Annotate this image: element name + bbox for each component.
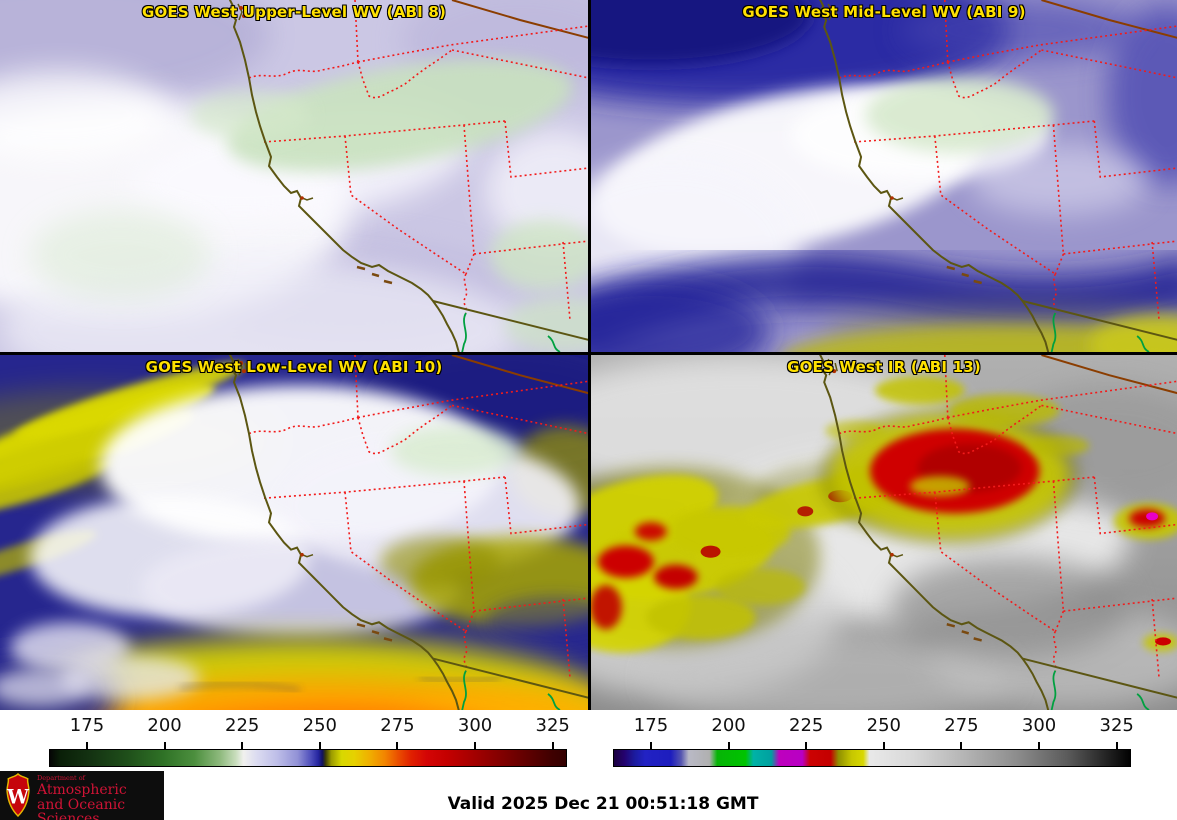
colorbar-tick-label: 325: [535, 715, 570, 736]
colorbar-tick-label: 275: [380, 715, 415, 736]
ir-colorbar: 175 200 225 250 275 300 325: [613, 710, 1134, 770]
colorbar-tick-mark: [85, 742, 88, 749]
colorbar-tick-mark: [805, 742, 808, 749]
crest-letter: W: [6, 785, 30, 808]
colorbar-tick-label: 275: [944, 715, 979, 736]
colorbar-tick-label: 225: [789, 715, 824, 736]
colorbar-tick-label: 300: [1021, 715, 1057, 736]
colorbar-tick-mark: [396, 742, 399, 749]
colorbar-tick-mark: [727, 742, 730, 749]
satellite-image-abi8: [0, 0, 588, 352]
wv-colorbar-gradient: [49, 749, 567, 767]
panel-mid-level-wv: GOES West Mid-Level WV (ABI 9): [591, 0, 1177, 352]
logo-line-1: Atmospheric: [37, 781, 127, 798]
logo-text: Department of Atmospheric and Oceanic Sc…: [37, 775, 164, 820]
colorbar-tick-mark: [1115, 742, 1118, 749]
panel-low-level-wv: GOES West Low-Level WV (ABI 10): [0, 355, 588, 710]
satellite-image-abi13: [591, 355, 1177, 710]
colorbar-tick-mark: [1038, 742, 1041, 749]
logo-line-2: and Oceanic Sciences: [37, 796, 126, 820]
panel-upper-level-wv: GOES West Upper-Level WV (ABI 8): [0, 0, 588, 352]
uw-aos-logo: W Department of Atmospheric and Oceanic …: [0, 771, 164, 820]
colorbar-tick-mark: [163, 742, 166, 749]
panel-ir: GOES West IR (ABI 13): [591, 355, 1177, 710]
ir-colorbar-gradient: [613, 749, 1131, 767]
colorbar-tick-label: 200: [711, 715, 746, 736]
colorbar-tick-mark: [551, 742, 554, 749]
valid-time-label: Valid 2025 Dec 21 00:51:18 GMT: [447, 794, 759, 814]
colorbar-tick-mark: [474, 742, 477, 749]
colorbar-tick-mark: [960, 742, 963, 749]
footer: 175 200 225 250 275 300 325 175 200 225 250 275 300…: [0, 710, 1177, 820]
colorbar-tick-label: 225: [225, 715, 260, 736]
colorbar-tick-label: 175: [69, 715, 105, 736]
colorbar-tick-label: 250: [866, 715, 901, 736]
satellite-image-abi9: [591, 0, 1177, 352]
satellite-image-abi10: [0, 355, 588, 710]
colorbar-tick-label: 250: [302, 715, 337, 736]
uw-crest-icon: W: [6, 773, 30, 818]
colorbar-tick-mark: [649, 742, 652, 749]
colorbar-tick-label: 325: [1099, 715, 1134, 736]
colorbar-tick-mark: [318, 742, 321, 749]
wv-colorbar: 175 200 225 250 275 300 325: [49, 710, 570, 770]
colorbar-tick-label: 175: [633, 715, 669, 736]
satellite-quadrant-grid: GOES West Upper-Level WV (ABI 8): [0, 0, 1177, 710]
colorbar-tick-label: 300: [457, 715, 493, 736]
colorbar-tick-mark: [882, 742, 885, 749]
colorbar-tick-mark: [241, 742, 244, 749]
logo-department-line: Department of: [37, 774, 86, 782]
colorbar-tick-label: 200: [147, 715, 182, 736]
